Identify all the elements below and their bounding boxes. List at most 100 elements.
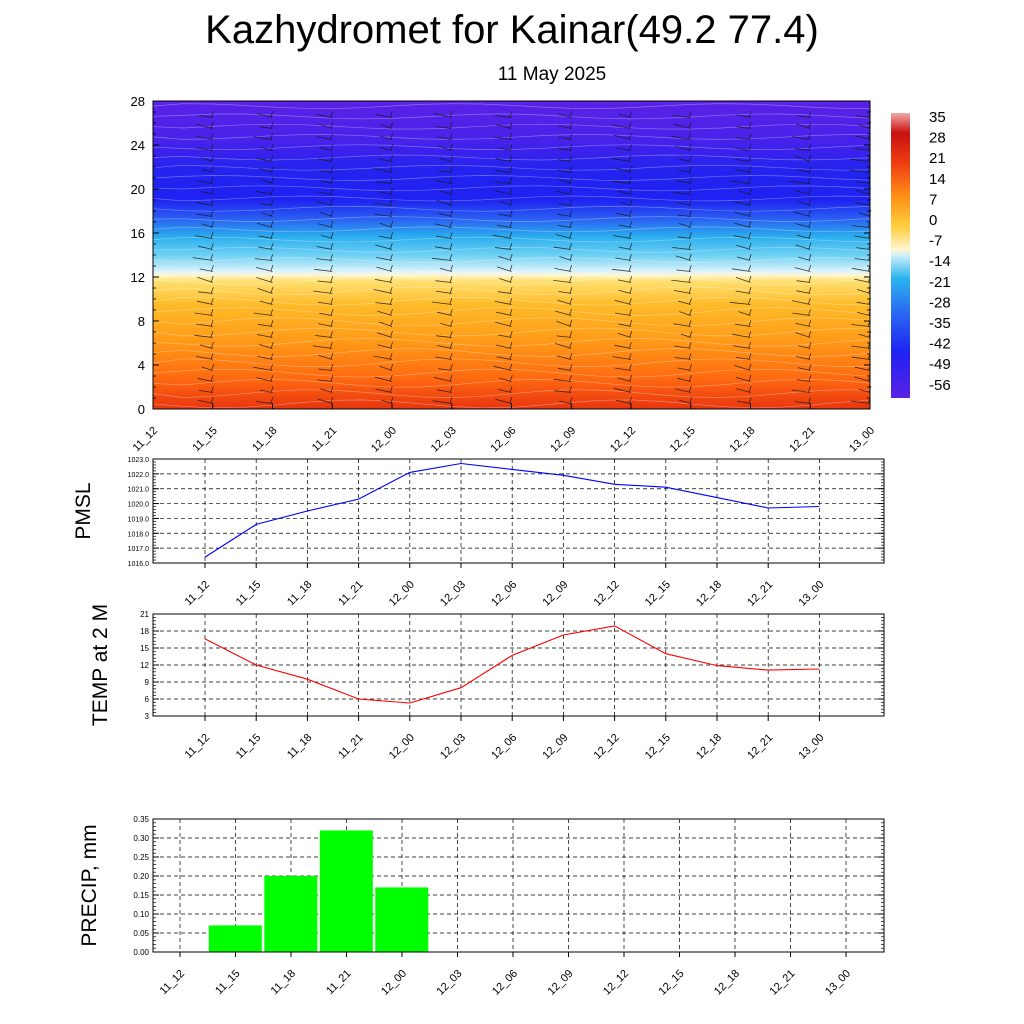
wind-barb (436, 345, 452, 349)
wind-barb (317, 398, 333, 404)
y-tick-label: 1021.0 (128, 487, 150, 494)
y-tick-label: 12 (131, 270, 145, 285)
wind-barb (256, 190, 273, 195)
wind-barb (210, 287, 214, 294)
wind-barb (196, 300, 213, 305)
wind-barb (316, 246, 333, 250)
plot-frame (152, 613, 885, 717)
wind-barb (438, 368, 452, 371)
wind-barb (614, 344, 632, 349)
wind-barb (330, 276, 334, 283)
wind-barb (449, 232, 453, 239)
wind-barb (808, 297, 811, 305)
wind-barb (270, 155, 274, 162)
wind-barb (509, 133, 513, 140)
wind-barb (808, 232, 812, 239)
wind-barb (688, 320, 692, 327)
wind-barb (330, 320, 334, 327)
wind-barb (378, 321, 393, 327)
wind-barb (791, 136, 811, 140)
wind-barb (857, 312, 871, 316)
wind-barb (195, 235, 213, 239)
x-tick-label: 11_18 (269, 968, 299, 998)
wind-barb (509, 396, 513, 404)
wind-barb (613, 235, 632, 239)
y-tick-label: 0.00 (133, 948, 149, 957)
precip-bar (208, 925, 262, 952)
wind-barb (449, 110, 453, 118)
x-tick-label: 12_15 (668, 425, 698, 455)
wind-barb (194, 312, 213, 316)
wind-barb (794, 155, 811, 162)
wind-barb (270, 165, 274, 173)
wind-barb (689, 331, 693, 338)
wind-barb (569, 144, 573, 151)
wind-barb (611, 180, 632, 184)
wind-barb (318, 158, 333, 162)
colorbar-label: -49 (929, 356, 951, 373)
wind-barb (736, 388, 751, 393)
wind-barb (494, 181, 512, 184)
wind-barb (436, 311, 452, 316)
y-tick-label: 3 (145, 712, 150, 721)
x-tick-label: 11_12 (183, 732, 213, 762)
wind-barb (748, 232, 752, 239)
wind-barb (629, 243, 633, 250)
wind-barb (449, 374, 453, 382)
y-tick-label: 1018.0 (128, 531, 150, 538)
wind-barb (611, 268, 632, 272)
isotherm-contour (152, 134, 870, 140)
wind-barb (554, 390, 572, 393)
wind-barb (569, 110, 573, 118)
wind-barb (509, 287, 513, 294)
x-tick-label: 11_18 (285, 579, 315, 609)
wind-barb (330, 352, 334, 360)
wind-barb (449, 386, 453, 393)
wind-barb (270, 297, 274, 305)
wind-barb (330, 133, 334, 140)
wind-barb (389, 111, 393, 118)
wind-barb (855, 202, 871, 206)
wind-barb (270, 364, 273, 371)
wind-barb (450, 364, 453, 371)
wind-barb (677, 367, 691, 371)
wind-barb (210, 298, 214, 305)
wind-barb (808, 220, 812, 228)
isotherm-contour (152, 226, 871, 233)
wind-barb (748, 397, 752, 404)
wind-barb (628, 177, 632, 184)
wind-barb (855, 189, 871, 195)
wind-barb (439, 157, 452, 162)
wind-barb (449, 287, 453, 294)
wind-barb (259, 389, 273, 393)
wind-barb (795, 332, 811, 338)
wind-barb (808, 166, 812, 173)
wind-barb (197, 276, 213, 283)
wind-barb (200, 157, 213, 162)
wind-barb (557, 178, 572, 184)
wind-barb (677, 300, 691, 305)
wind-barb (211, 364, 215, 371)
y-tick-label: 1016.0 (128, 561, 150, 568)
wind-barb (795, 123, 811, 129)
wind-barb (438, 170, 452, 173)
isotherm-contour (152, 378, 871, 388)
wind-barb (554, 268, 572, 272)
wind-barb (330, 298, 334, 305)
wind-barb (689, 220, 692, 228)
wind-barb (808, 375, 812, 382)
wind-barb (673, 123, 691, 129)
wind-barb (674, 345, 691, 349)
wind-barb (854, 278, 871, 283)
wind-barb (270, 331, 274, 338)
x-tick-label: 12_09 (540, 732, 570, 762)
wind-barb (629, 287, 633, 294)
x-tick-label: 12_00 (379, 968, 409, 998)
wind-barb (509, 121, 513, 129)
wind-barb (509, 253, 513, 261)
y-tick-label: 0.10 (133, 910, 149, 919)
wind-barb (558, 125, 572, 129)
x-tick-label: 13_00 (823, 968, 853, 998)
wind-barb (317, 379, 333, 382)
wind-barb (434, 112, 452, 118)
